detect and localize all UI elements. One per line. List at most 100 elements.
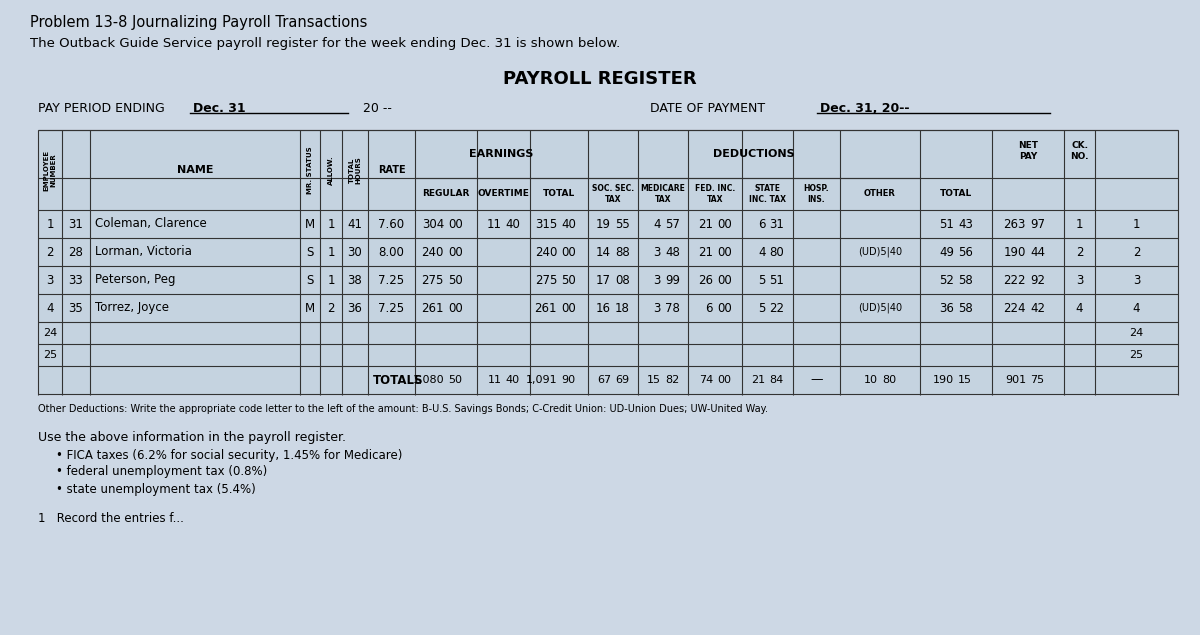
Text: REGULAR: REGULAR [422, 189, 469, 199]
Bar [38, 130, 1178, 395]
Text: 1: 1 [328, 246, 335, 258]
Text: 26: 26 [698, 274, 713, 286]
Text: 00: 00 [718, 274, 732, 286]
Text: 75: 75 [1030, 375, 1044, 385]
Text: TOTAL: TOTAL [542, 189, 575, 199]
Text: M: M [305, 218, 316, 231]
Text: STATE
INC. TAX: STATE INC. TAX [749, 184, 786, 204]
Text: 15: 15 [958, 375, 972, 385]
Text: 263: 263 [1003, 218, 1026, 231]
Text: RATE: RATE [378, 165, 406, 175]
Text: 74: 74 [698, 375, 713, 385]
Text: 275: 275 [535, 274, 557, 286]
Text: 00: 00 [562, 302, 576, 314]
Text: 1: 1 [328, 274, 335, 286]
Text: 224: 224 [1003, 302, 1026, 314]
Text: SOC. SEC.
TAX: SOC. SEC. TAX [592, 184, 634, 204]
Text: 275: 275 [421, 274, 444, 286]
Text: 56: 56 [958, 246, 973, 258]
Text: 97: 97 [1030, 218, 1045, 231]
Text: 30: 30 [348, 246, 362, 258]
Text: 49: 49 [940, 246, 954, 258]
Text: 31: 31 [769, 218, 785, 231]
Text: 00: 00 [448, 246, 463, 258]
Text: 3: 3 [654, 246, 661, 258]
Text: DATE OF PAYMENT: DATE OF PAYMENT [650, 102, 766, 114]
Text: 4: 4 [758, 246, 766, 258]
Text: 00: 00 [448, 302, 463, 314]
Text: Dec. 31, 20--: Dec. 31, 20-- [820, 102, 910, 114]
Text: 38: 38 [348, 274, 362, 286]
Text: 18: 18 [616, 302, 630, 314]
Text: 40: 40 [562, 218, 576, 231]
Text: Lorman, Victoria: Lorman, Victoria [95, 246, 192, 258]
Text: 00: 00 [718, 375, 731, 385]
Text: PAYROLL REGISTER: PAYROLL REGISTER [503, 70, 697, 88]
Text: Problem 13-8 Journalizing Payroll Transactions: Problem 13-8 Journalizing Payroll Transa… [30, 15, 367, 29]
Text: 3: 3 [47, 274, 54, 286]
Text: 3: 3 [1076, 274, 1084, 286]
Text: 92: 92 [1030, 274, 1045, 286]
Text: 11: 11 [487, 375, 502, 385]
Text: OVERTIME: OVERTIME [478, 189, 529, 199]
Text: 7.25: 7.25 [378, 302, 404, 314]
Text: 00: 00 [448, 218, 463, 231]
Text: 50: 50 [562, 274, 576, 286]
Text: 1,091: 1,091 [526, 375, 557, 385]
Text: 44: 44 [1030, 246, 1045, 258]
Text: 00: 00 [718, 218, 732, 231]
Text: 50: 50 [448, 274, 463, 286]
Text: 78: 78 [665, 302, 680, 314]
Text: 19: 19 [596, 218, 611, 231]
Text: 40: 40 [505, 375, 520, 385]
Text: 1,080: 1,080 [413, 375, 444, 385]
Text: 8.00: 8.00 [378, 246, 404, 258]
Text: PAY PERIOD ENDING: PAY PERIOD ENDING [38, 102, 164, 114]
Text: EARNINGS: EARNINGS [469, 149, 534, 159]
Text: 4: 4 [654, 218, 661, 231]
Text: 50: 50 [448, 375, 462, 385]
Text: 22: 22 [769, 302, 785, 314]
Text: (UD)5|40: (UD)5|40 [858, 247, 902, 257]
Text: TOTALS: TOTALS [373, 373, 424, 387]
Text: Torrez, Joyce: Torrez, Joyce [95, 302, 169, 314]
Text: 51: 51 [769, 274, 785, 286]
Text: —: — [810, 373, 823, 387]
Text: 00: 00 [718, 302, 732, 314]
Text: 82: 82 [665, 375, 679, 385]
Text: 90: 90 [562, 375, 575, 385]
Text: 14: 14 [596, 246, 611, 258]
Text: 1: 1 [1075, 218, 1084, 231]
Text: 21: 21 [698, 218, 713, 231]
Text: TOTAL
HOURS: TOTAL HOURS [348, 156, 361, 184]
Text: 24: 24 [1129, 328, 1144, 338]
Text: 304: 304 [421, 218, 444, 231]
Text: Dec. 31: Dec. 31 [193, 102, 246, 114]
Text: 88: 88 [616, 246, 630, 258]
Text: 55: 55 [616, 218, 630, 231]
Text: The Outback Guide Service payroll register for the week ending Dec. 31 is shown : The Outback Guide Service payroll regist… [30, 37, 620, 51]
Text: 3: 3 [654, 274, 661, 286]
Text: S: S [306, 274, 313, 286]
Text: 2: 2 [1075, 246, 1084, 258]
Text: NAME: NAME [176, 165, 214, 175]
Text: 51: 51 [940, 218, 954, 231]
Text: 41: 41 [348, 218, 362, 231]
Text: 11: 11 [486, 218, 502, 231]
Text: (UD)5|40: (UD)5|40 [858, 303, 902, 313]
Text: 15: 15 [647, 375, 661, 385]
Text: MR. STATUS: MR. STATUS [307, 146, 313, 194]
Text: 1: 1 [47, 218, 54, 231]
Text: 58: 58 [958, 274, 973, 286]
Text: 7.25: 7.25 [378, 274, 404, 286]
Text: M: M [305, 302, 316, 314]
Text: • FICA taxes (6.2% for social security, 1.45% for Medicare): • FICA taxes (6.2% for social security, … [56, 448, 402, 462]
Text: 10: 10 [864, 375, 878, 385]
Text: 1: 1 [328, 218, 335, 231]
Text: 4: 4 [1075, 302, 1084, 314]
Text: 57: 57 [665, 218, 680, 231]
Text: 5: 5 [758, 302, 766, 314]
Text: 16: 16 [596, 302, 611, 314]
Text: 190: 190 [1003, 246, 1026, 258]
Text: 36: 36 [940, 302, 954, 314]
